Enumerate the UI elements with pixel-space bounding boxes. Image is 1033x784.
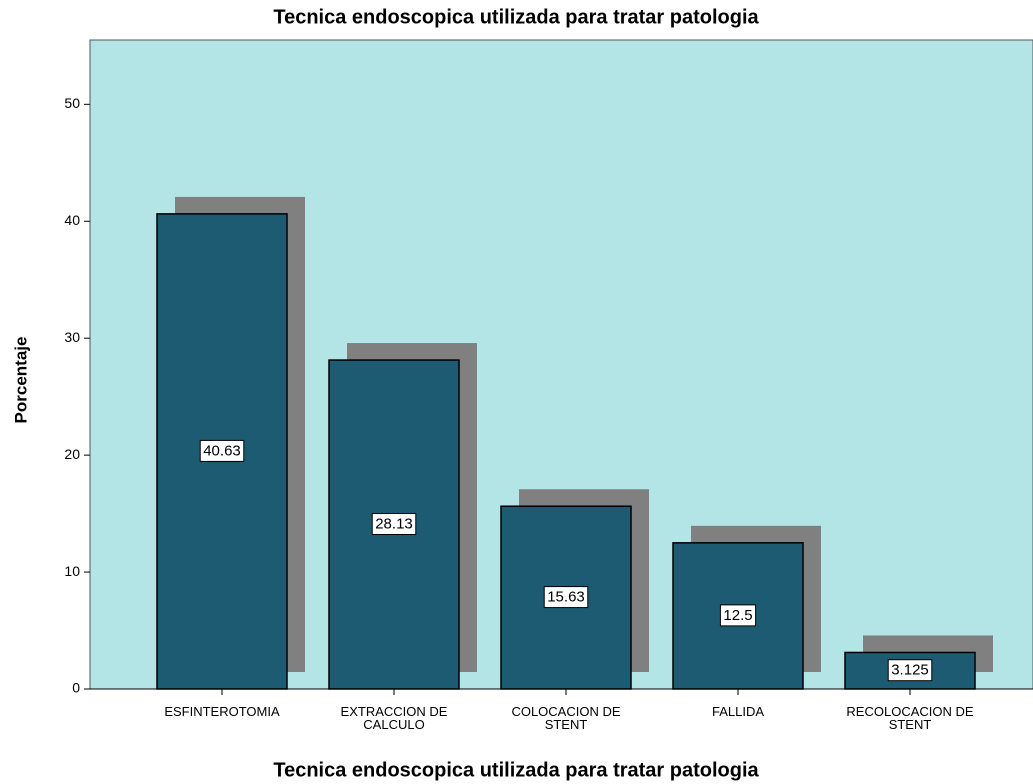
value-label-box [887, 659, 933, 682]
y-axis-title: Porcentaje [11, 337, 30, 424]
value-label: 3.125 [891, 662, 929, 679]
x-tick-label: EXTRACCION DE CALCULO [340, 704, 448, 732]
chart-title: Tecnica endoscopica utilizada para trata… [273, 6, 759, 28]
x-axis-title: Tecnica endoscopica utilizada para trata… [273, 759, 759, 781]
y-tick-label: 50 [64, 95, 80, 111]
value-label-box [719, 604, 757, 627]
y-tick-label: 30 [64, 329, 80, 345]
y-tick-label: 40 [64, 212, 80, 228]
value-label: 40.63 [203, 442, 241, 459]
x-tick-label: COLOCACION DE STENT [511, 704, 621, 732]
y-tick-label: 0 [72, 680, 80, 696]
value-label-box [371, 512, 417, 535]
y-tick-label: 10 [64, 563, 80, 579]
y-tick-label: 20 [64, 446, 80, 462]
value-label: 15.63 [547, 589, 585, 606]
value-label: 12.5 [723, 607, 752, 624]
value-label-box [543, 586, 589, 609]
value-label: 28.13 [375, 515, 413, 532]
bar [328, 359, 460, 690]
x-tick-label: ESFINTEROTOMIA [164, 704, 280, 719]
value-label-box [199, 439, 245, 462]
x-tick-label: FALLIDA [711, 704, 765, 719]
x-tick-label: RECOLOCACION DE STENT [846, 704, 974, 732]
